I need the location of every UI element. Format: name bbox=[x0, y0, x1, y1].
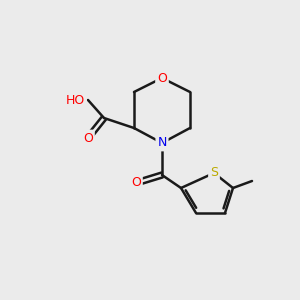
Text: O: O bbox=[157, 71, 167, 85]
Text: O: O bbox=[131, 176, 141, 190]
Text: N: N bbox=[157, 136, 167, 149]
Text: S: S bbox=[210, 167, 218, 179]
Text: HO: HO bbox=[66, 94, 85, 106]
Text: O: O bbox=[83, 131, 93, 145]
